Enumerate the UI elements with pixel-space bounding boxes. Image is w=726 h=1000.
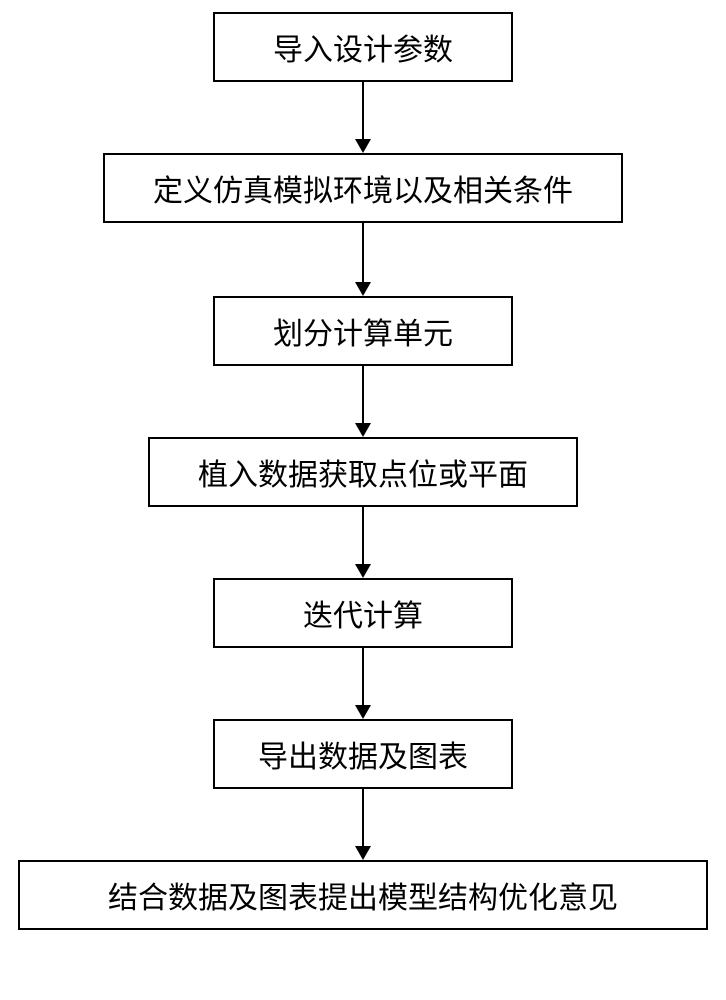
node-label: 导入设计参数 <box>273 25 453 69</box>
arrow-line <box>362 648 364 706</box>
flowchart-container: 导入设计参数 定义仿真模拟环境以及相关条件 划分计算单元 植入数据获取点位或平面… <box>0 0 726 930</box>
flowchart-arrow <box>355 507 371 578</box>
flowchart-arrow <box>355 82 371 153</box>
node-label: 结合数据及图表提出模型结构优化意见 <box>108 873 618 917</box>
arrow-line <box>362 82 364 140</box>
arrow-head-icon <box>355 705 371 719</box>
arrow-head-icon <box>355 139 371 153</box>
flowchart-arrow <box>355 366 371 437</box>
arrow-line <box>362 366 364 424</box>
arrow-head-icon <box>355 423 371 437</box>
arrow-line <box>362 507 364 565</box>
arrow-head-icon <box>355 846 371 860</box>
flowchart-arrow <box>355 789 371 860</box>
node-label: 划分计算单元 <box>273 309 453 353</box>
arrow-head-icon <box>355 282 371 296</box>
flowchart-node-4: 植入数据获取点位或平面 <box>148 437 578 507</box>
node-label: 定义仿真模拟环境以及相关条件 <box>153 166 573 210</box>
flowchart-node-2: 定义仿真模拟环境以及相关条件 <box>103 153 623 223</box>
arrow-line <box>362 223 364 283</box>
node-label: 迭代计算 <box>303 591 423 635</box>
arrow-line <box>362 789 364 847</box>
flowchart-node-1: 导入设计参数 <box>213 12 513 82</box>
arrow-head-icon <box>355 564 371 578</box>
flowchart-node-5: 迭代计算 <box>213 578 513 648</box>
node-label: 导出数据及图表 <box>258 732 468 776</box>
flowchart-node-7: 结合数据及图表提出模型结构优化意见 <box>18 860 708 930</box>
flowchart-node-6: 导出数据及图表 <box>213 719 513 789</box>
flowchart-arrow <box>355 223 371 296</box>
flowchart-node-3: 划分计算单元 <box>213 296 513 366</box>
flowchart-arrow <box>355 648 371 719</box>
node-label: 植入数据获取点位或平面 <box>198 450 528 494</box>
